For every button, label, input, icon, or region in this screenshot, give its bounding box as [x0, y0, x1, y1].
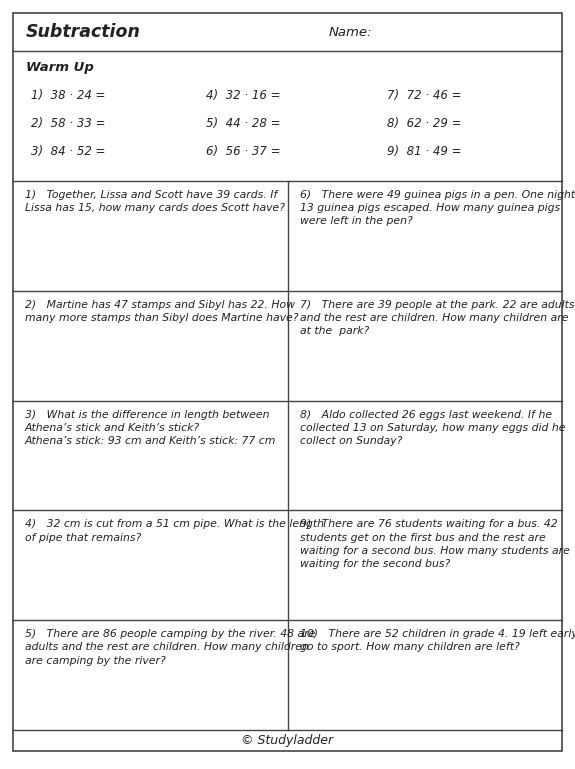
Text: 7)  72 · 46 =: 7) 72 · 46 = — [387, 88, 462, 102]
Text: Warm Up: Warm Up — [26, 62, 94, 75]
Text: 8)   Aldo collected 26 eggs last weekend. If he
collected 13 on Saturday, how ma: 8) Aldo collected 26 eggs last weekend. … — [300, 410, 565, 446]
Text: Subtraction: Subtraction — [26, 23, 141, 41]
Text: 8)  62 · 29 =: 8) 62 · 29 = — [387, 116, 462, 129]
Text: 3)   What is the difference in length between
Athena’s stick and Keith’s stick?
: 3) What is the difference in length betw… — [25, 410, 277, 446]
Text: © Studyladder: © Studyladder — [242, 734, 334, 747]
Text: 9)   There are 76 students waiting for a bus. 42
students get on the first bus a: 9) There are 76 students waiting for a b… — [300, 519, 569, 569]
Text: 6)   There were 49 guinea pigs in a pen. One night
13 guinea pigs escaped. How m: 6) There were 49 guinea pigs in a pen. O… — [300, 190, 574, 226]
Text: 5)   There are 86 people camping by the river. 48 are
adults and the rest are ch: 5) There are 86 people camping by the ri… — [25, 629, 315, 666]
Text: 3)  84 · 52 =: 3) 84 · 52 = — [31, 145, 105, 158]
Text: 2)   Martine has 47 stamps and Sibyl has 22. How
many more stamps than Sibyl doe: 2) Martine has 47 stamps and Sibyl has 2… — [25, 300, 298, 323]
Text: 10)   There are 52 children in grade 4. 19 left early to
go to sport. How many c: 10) There are 52 children in grade 4. 19… — [300, 629, 575, 652]
Text: 4)  32 · 16 =: 4) 32 · 16 = — [206, 88, 281, 102]
Text: Name:: Name: — [329, 25, 372, 38]
Text: 6)  56 · 37 =: 6) 56 · 37 = — [206, 145, 281, 158]
Text: 2)  58 · 33 =: 2) 58 · 33 = — [31, 116, 105, 129]
Text: 1)  38 · 24 =: 1) 38 · 24 = — [31, 88, 105, 102]
Text: 9)  81 · 49 =: 9) 81 · 49 = — [387, 145, 462, 158]
Text: 1)   Together, Lissa and Scott have 39 cards. If
Lissa has 15, how many cards do: 1) Together, Lissa and Scott have 39 car… — [25, 190, 285, 213]
Text: 7)   There are 39 people at the park. 22 are adults
and the rest are children. H: 7) There are 39 people at the park. 22 a… — [300, 300, 574, 336]
Text: 5)  44 · 28 =: 5) 44 · 28 = — [206, 116, 281, 129]
Text: 4)   32 cm is cut from a 51 cm pipe. What is the length
of pipe that remains?: 4) 32 cm is cut from a 51 cm pipe. What … — [25, 519, 324, 543]
